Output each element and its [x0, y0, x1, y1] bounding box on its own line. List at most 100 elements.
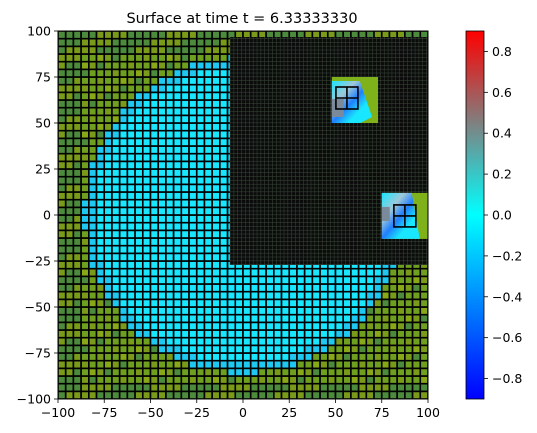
grid-cell: [64, 359, 75, 370]
grid-cell: [103, 306, 113, 316]
grid-cell: [134, 191, 144, 201]
grid-cell: [103, 99, 113, 109]
grid-cell: [141, 344, 152, 354]
grid-cell: [64, 344, 75, 354]
grid-cell: [80, 31, 90, 40]
grid-cell: [350, 382, 360, 393]
grid-cell: [219, 168, 229, 178]
grid-cell: [211, 290, 221, 301]
grid-cell: [188, 83, 198, 94]
grid-cell: [88, 76, 98, 86]
grid-cell: [72, 283, 82, 293]
grid-cell: [342, 313, 352, 324]
grid-cell: [319, 298, 329, 308]
grid-cell: [342, 298, 352, 308]
grid-cell: [188, 267, 198, 278]
grid-cell: [134, 76, 144, 86]
grid-cell: [72, 91, 82, 101]
grid-cell: [111, 290, 121, 301]
grid-cell: [157, 382, 167, 393]
grid-cell: [95, 283, 106, 293]
y-tick-label: 50: [35, 116, 51, 131]
grid-cell: [149, 306, 160, 316]
grid-cell: [103, 68, 113, 78]
grid-cell: [134, 344, 144, 354]
grid-cell: [80, 91, 90, 101]
grid-cell: [203, 198, 213, 209]
grid-cell: [95, 267, 106, 278]
grid-cell: [149, 206, 160, 216]
x-tick-label: 50: [328, 405, 344, 420]
grid-cell: [64, 244, 75, 255]
grid-cell: [188, 145, 198, 155]
grid-cell: [126, 244, 136, 255]
grid-cell: [288, 382, 298, 393]
grid-cell: [311, 367, 321, 377]
grid-cell: [134, 382, 144, 393]
grid-cell: [58, 336, 67, 347]
grid-cell: [141, 137, 152, 147]
grid-cell: [288, 313, 298, 324]
grid-cell: [80, 122, 90, 132]
grid-cell: [165, 359, 175, 370]
grid-cell: [411, 352, 422, 362]
grid-cell: [111, 129, 121, 140]
grid-cell: [226, 329, 237, 339]
grid-cell: [126, 298, 136, 308]
grid-cell: [58, 352, 67, 362]
grid-cell: [280, 267, 291, 278]
grid-cell: [88, 359, 98, 370]
grid-cell: [365, 367, 375, 377]
grid-cell: [380, 267, 391, 278]
grid-cell: [350, 352, 360, 362]
grid-cell: [103, 168, 113, 178]
grid-cell: [396, 344, 406, 354]
grid-cell: [195, 160, 206, 170]
grid-cell: [95, 91, 106, 101]
grid-cell: [411, 367, 422, 377]
grid-cell: [188, 367, 198, 377]
grid-cell: [134, 244, 144, 255]
grid-cell: [219, 321, 229, 331]
grid-cell: [226, 352, 237, 362]
grid-cell: [88, 313, 98, 324]
grid-cell: [80, 313, 90, 324]
grid-cell: [226, 290, 237, 301]
grid-cell: [103, 290, 113, 301]
grid-cell: [311, 313, 321, 324]
grid-cell: [88, 214, 98, 224]
grid-cell: [265, 321, 275, 331]
grid-cell: [334, 359, 345, 370]
grid-cell: [103, 298, 113, 308]
grid-cell: [95, 168, 106, 178]
grid-cell: [280, 313, 291, 324]
x-tick-label: 25: [281, 405, 297, 420]
grid-cell: [219, 298, 229, 308]
grid-cell: [319, 313, 329, 324]
grid-cell: [203, 168, 213, 178]
grid-cell: [188, 237, 198, 247]
grid-cell: [58, 191, 67, 201]
grid-cell: [165, 31, 175, 40]
grid-cell: [72, 168, 82, 178]
grid-cell: [58, 244, 67, 255]
grid-cell: [118, 206, 129, 216]
grid-cell: [296, 352, 306, 362]
grid-cell: [211, 382, 221, 393]
grid-cell: [165, 37, 175, 48]
grid-cell: [58, 359, 67, 370]
grid-cell: [58, 290, 67, 301]
grid-cell: [134, 313, 144, 324]
grid-cell: [365, 375, 375, 385]
grid-cell: [188, 31, 198, 40]
grid-cell: [404, 375, 414, 385]
grid-cell: [141, 175, 152, 186]
grid-cell: [242, 313, 252, 324]
grid-cell: [195, 114, 206, 124]
grid-cell: [265, 352, 275, 362]
grid-cell: [219, 344, 229, 354]
grid-cell: [103, 83, 113, 94]
grid-cell: [58, 91, 67, 101]
grid-cell: [95, 53, 106, 63]
grid-cell: [219, 390, 229, 399]
